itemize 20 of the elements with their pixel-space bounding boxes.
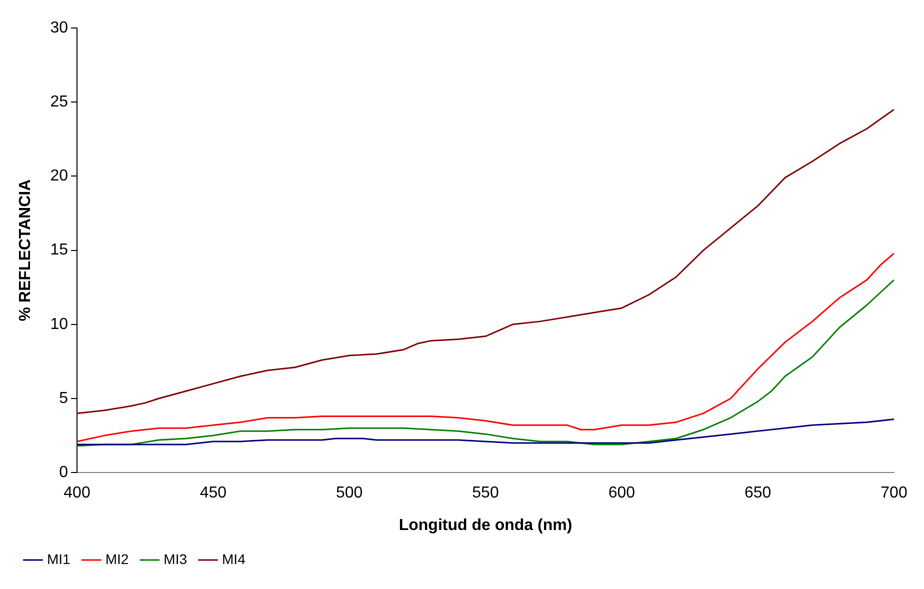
- y-tick-label: 20: [50, 168, 68, 185]
- legend-label: MI4: [222, 550, 246, 567]
- y-tick-label: 10: [50, 316, 68, 333]
- x-tick-label: 650: [744, 484, 772, 502]
- x-tick-label: 700: [880, 484, 908, 502]
- legend-label: MI3: [164, 550, 188, 567]
- x-tick-label: 550: [472, 484, 499, 502]
- y-axis-title: % REFLECTANCIA: [17, 178, 34, 322]
- y-tick-label: 0: [59, 464, 68, 482]
- y-tick-label: 30: [50, 19, 68, 36]
- x-axis-title: Longitud de onda (nm): [398, 516, 572, 534]
- y-tick-label: 15: [50, 242, 68, 259]
- y-tick-label: 25: [50, 94, 68, 111]
- y-tick-label: 5: [59, 390, 68, 407]
- x-tick-label: 450: [200, 484, 227, 502]
- legend-label: MI2: [105, 550, 129, 567]
- x-tick-label: 400: [64, 484, 90, 502]
- legend-label: MI1: [47, 550, 71, 567]
- x-tick-label: 600: [608, 484, 636, 502]
- x-tick-label: 500: [336, 484, 363, 502]
